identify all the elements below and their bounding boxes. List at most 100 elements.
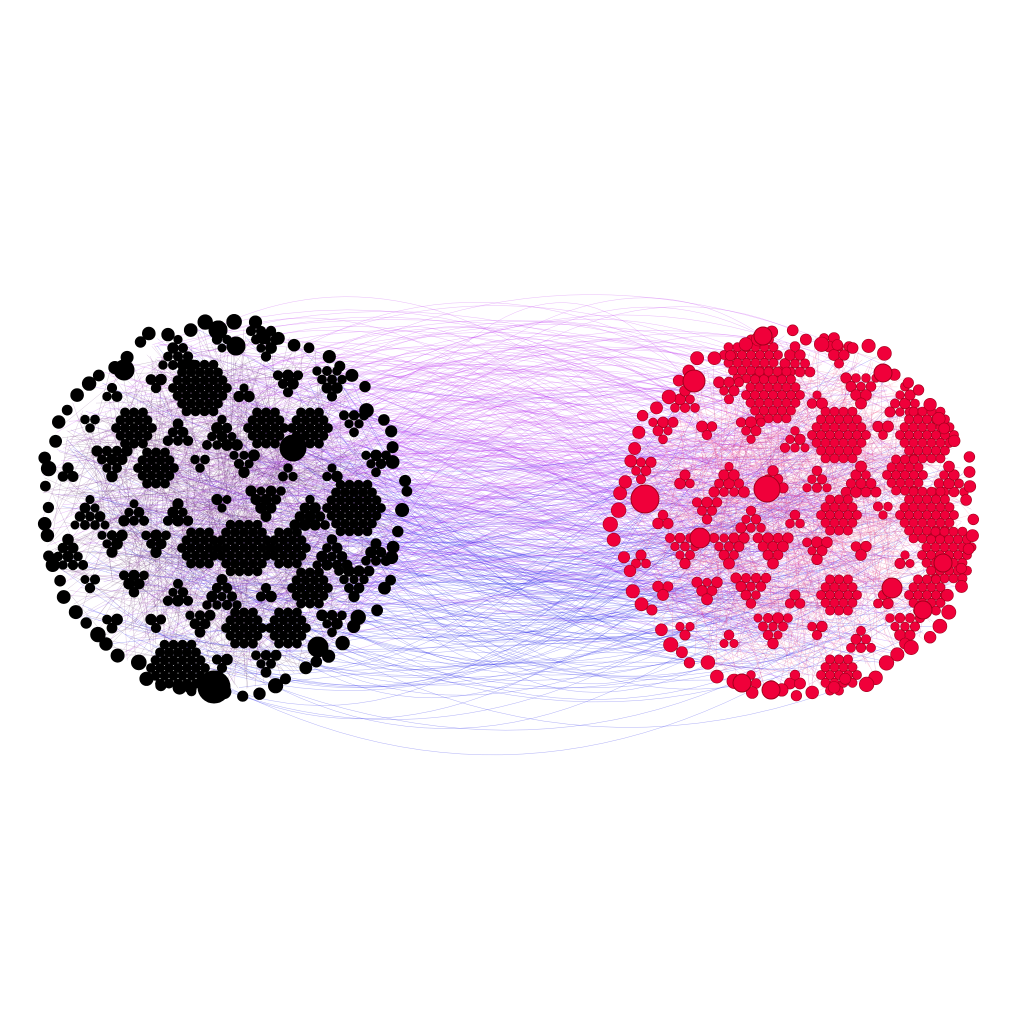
cluster-edge bbox=[736, 483, 765, 658]
graph-node bbox=[750, 425, 762, 437]
cluster-edge bbox=[736, 434, 746, 454]
graph-node bbox=[211, 422, 223, 434]
cluster-edge bbox=[705, 393, 741, 671]
graph-node bbox=[327, 627, 337, 638]
graph-node bbox=[790, 443, 800, 453]
graph-node bbox=[895, 390, 905, 400]
graph-node bbox=[260, 582, 272, 594]
graph-node bbox=[84, 582, 96, 594]
graph-node bbox=[855, 642, 867, 653]
graph-node bbox=[786, 324, 799, 337]
graph-node bbox=[635, 474, 646, 485]
graph-node bbox=[353, 582, 365, 594]
graph-node bbox=[816, 545, 828, 557]
cluster-edge bbox=[76, 442, 103, 485]
graph-node bbox=[807, 621, 817, 632]
bridge-edge bbox=[85, 411, 948, 609]
cluster-edge bbox=[760, 447, 802, 548]
graph-node bbox=[314, 511, 326, 522]
graph-node bbox=[221, 422, 233, 434]
graph-node bbox=[116, 453, 128, 465]
graph-node bbox=[164, 470, 175, 481]
graph-node bbox=[781, 413, 792, 424]
graph-node bbox=[855, 397, 867, 410]
graph-node bbox=[852, 445, 862, 456]
cluster-edge bbox=[668, 445, 687, 493]
cluster-edge bbox=[172, 564, 224, 631]
cluster-edge bbox=[72, 574, 283, 580]
graph-node bbox=[353, 565, 365, 577]
graph-node bbox=[292, 638, 302, 649]
bridge-edge bbox=[318, 408, 906, 619]
cluster-edge bbox=[64, 410, 111, 455]
cluster-edge bbox=[781, 507, 944, 554]
cluster-edge bbox=[104, 451, 245, 498]
graph-node bbox=[272, 370, 284, 381]
graph-node bbox=[320, 520, 330, 530]
graph-node bbox=[370, 538, 382, 550]
bridge-edge bbox=[305, 345, 677, 435]
bridge-edge bbox=[324, 415, 649, 493]
cluster-edge bbox=[656, 416, 911, 596]
graph-node bbox=[274, 430, 285, 441]
graph-node bbox=[248, 315, 263, 329]
cluster-edge bbox=[69, 590, 194, 612]
graph-node bbox=[610, 502, 627, 518]
cluster-edge bbox=[634, 575, 859, 680]
graph-node bbox=[244, 459, 254, 469]
graph-node bbox=[872, 420, 884, 433]
cluster-edge bbox=[138, 395, 317, 632]
graph-node bbox=[943, 460, 955, 473]
bridge-edge bbox=[303, 589, 906, 643]
graph-node bbox=[625, 584, 640, 599]
bridge-edge bbox=[356, 488, 780, 575]
cluster-edge bbox=[882, 572, 917, 574]
cluster-edge bbox=[96, 375, 142, 510]
bridge-edge bbox=[225, 519, 669, 671]
cluster-edge bbox=[132, 455, 261, 601]
hub-node bbox=[873, 363, 893, 383]
graph-node bbox=[909, 621, 921, 632]
graph-node bbox=[846, 342, 859, 354]
graph-node bbox=[89, 574, 101, 585]
bridge-edge bbox=[224, 386, 787, 688]
bridge-edge bbox=[203, 484, 899, 563]
graph-node bbox=[239, 383, 249, 393]
bridge-edge bbox=[230, 395, 876, 567]
graph-node bbox=[327, 551, 337, 562]
bridge-edge bbox=[327, 444, 688, 599]
graph-node bbox=[77, 559, 89, 571]
graph-node bbox=[728, 469, 740, 481]
graph-node bbox=[786, 374, 796, 385]
bridge-edge bbox=[238, 661, 699, 688]
graph-node bbox=[802, 483, 812, 493]
cluster-edge bbox=[662, 447, 839, 519]
graph-node bbox=[708, 486, 720, 498]
graph-node bbox=[806, 398, 818, 409]
bridge-edge bbox=[72, 448, 915, 599]
bridge-edge bbox=[241, 454, 882, 575]
graph-node bbox=[111, 391, 123, 402]
hub-node bbox=[732, 673, 752, 693]
graph-node bbox=[878, 655, 895, 671]
cluster-edge bbox=[632, 463, 718, 485]
graph-node bbox=[821, 536, 833, 548]
graph-node bbox=[935, 597, 946, 608]
cluster-edge bbox=[145, 409, 158, 637]
graph-node bbox=[949, 510, 959, 520]
cluster-edge bbox=[724, 402, 737, 661]
bridge-edge bbox=[108, 508, 703, 689]
bridge-edge bbox=[353, 516, 742, 693]
graph-node bbox=[794, 677, 806, 690]
graph-node bbox=[900, 621, 910, 632]
cluster-edge bbox=[691, 440, 752, 584]
graph-node bbox=[811, 553, 823, 565]
graph-node bbox=[216, 573, 228, 585]
bridge-edge bbox=[336, 297, 766, 484]
graph-node bbox=[182, 515, 194, 527]
graph-node bbox=[256, 659, 266, 669]
graph-node bbox=[106, 470, 118, 483]
cluster-edge bbox=[223, 552, 323, 603]
bridge-edge bbox=[177, 647, 827, 756]
graph-node bbox=[733, 541, 745, 552]
